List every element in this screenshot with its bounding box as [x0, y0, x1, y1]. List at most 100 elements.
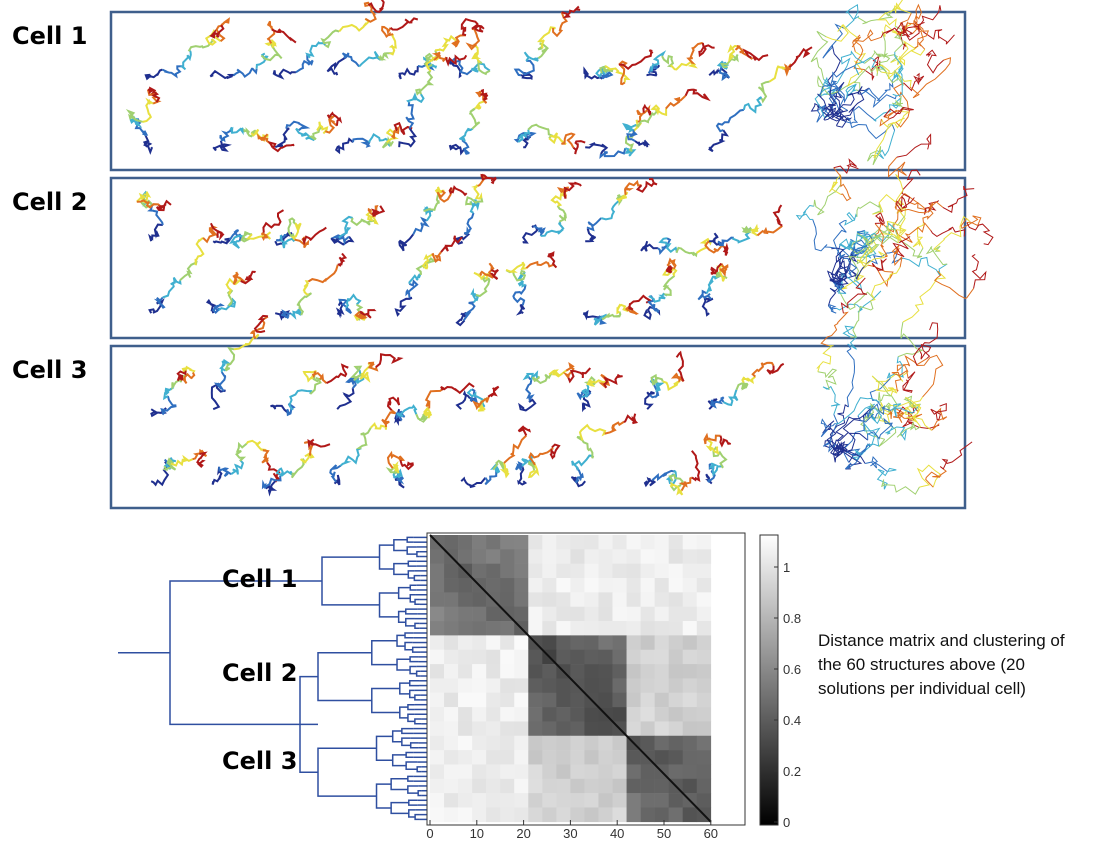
structure-strand [157, 201, 171, 210]
dendro-line [409, 800, 418, 805]
heat-cell [641, 736, 655, 751]
heat-cell [486, 764, 500, 779]
structure-strand [876, 65, 911, 87]
heat-cell [584, 750, 598, 765]
structure-strand [450, 187, 467, 195]
dendro-line [393, 755, 406, 766]
cluster-label: Cell 1 [222, 565, 297, 593]
structure-strand [450, 145, 465, 153]
heat-cell [472, 535, 486, 550]
structure-strand [619, 50, 653, 68]
structure-strand [137, 200, 160, 207]
structure-strand [629, 296, 651, 310]
heat-cell [697, 779, 711, 794]
panel-label: Cell 2 [12, 188, 87, 216]
heat-cell [444, 750, 458, 765]
structure-strand [304, 281, 309, 294]
structure-strand [845, 5, 859, 29]
heat-cell [641, 678, 655, 693]
heat-cell [528, 664, 542, 679]
heat-cell [528, 578, 542, 593]
heat-cell [528, 592, 542, 607]
heat-cell [458, 664, 472, 679]
structure-strand [529, 447, 552, 465]
heat-cell [627, 564, 641, 579]
heat-cell [697, 707, 711, 722]
heat-cell [598, 807, 612, 822]
heat-cell [613, 650, 627, 665]
structure-strand [813, 219, 837, 250]
structure-strand [720, 436, 730, 446]
heat-cell [613, 678, 627, 693]
structure-strand [327, 57, 346, 75]
heat-cell [627, 764, 641, 779]
dendro-line [410, 585, 416, 590]
structure-strand [361, 363, 371, 380]
heat-cell [542, 721, 556, 736]
panel-label: Cell 3 [12, 356, 87, 384]
heat-cell [486, 693, 500, 708]
structure-strand [913, 223, 924, 248]
heat-cell [458, 678, 472, 693]
dendro-line [322, 557, 380, 605]
heat-cell [641, 621, 655, 636]
structure-strand [339, 19, 369, 32]
heat-cell [500, 807, 514, 822]
heat-cell [430, 721, 444, 736]
heat-cell [556, 592, 570, 607]
heat-cell [683, 750, 697, 765]
heat-cell [627, 621, 641, 636]
heat-cell [556, 721, 570, 736]
structure-strand [203, 226, 218, 242]
heat-cell [542, 750, 556, 765]
structure-strand [744, 97, 762, 112]
structure-strand [416, 71, 432, 94]
heat-cell [613, 592, 627, 607]
dendro-line [400, 707, 408, 718]
heat-cell [542, 635, 556, 650]
dendro-line [414, 576, 420, 581]
dendro-line [413, 647, 421, 652]
heat-cell [584, 635, 598, 650]
heatmap [430, 535, 711, 822]
heat-cell [584, 650, 598, 665]
heat-cell [486, 607, 500, 622]
heat-cell [584, 764, 598, 779]
heat-cell [444, 721, 458, 736]
heat-cell [627, 592, 641, 607]
heat-cell [556, 750, 570, 765]
dendro-line [397, 659, 410, 670]
structure-strand [407, 281, 418, 298]
heat-cell [458, 779, 472, 794]
heat-cell [444, 764, 458, 779]
heat-cell [458, 721, 472, 736]
heat-cell [655, 721, 669, 736]
heat-cell [627, 678, 641, 693]
heat-cell [570, 635, 584, 650]
caption-line: the 60 structures above (20 [818, 655, 1025, 674]
heat-cell [542, 564, 556, 579]
dendro-line [417, 671, 421, 676]
heat-cell [486, 678, 500, 693]
heat-cell [669, 707, 683, 722]
heat-cell [472, 779, 486, 794]
heat-cell [627, 779, 641, 794]
heat-cell [542, 764, 556, 779]
structure-strand [267, 21, 274, 43]
heat-cell [598, 750, 612, 765]
heat-cell [500, 764, 514, 779]
structure-strand [406, 102, 413, 128]
heat-cell [669, 678, 683, 693]
heat-cell [683, 607, 697, 622]
heat-cell [584, 607, 598, 622]
heat-cell [458, 578, 472, 593]
heat-cell [514, 736, 528, 751]
heat-cell [641, 664, 655, 679]
heat-cell [472, 693, 486, 708]
x-tick-label: 50 [657, 826, 671, 841]
heat-cell [641, 592, 655, 607]
heat-cell [570, 707, 584, 722]
structure-strand [338, 254, 346, 267]
structure-strand [371, 424, 386, 430]
heat-cell [528, 535, 542, 550]
